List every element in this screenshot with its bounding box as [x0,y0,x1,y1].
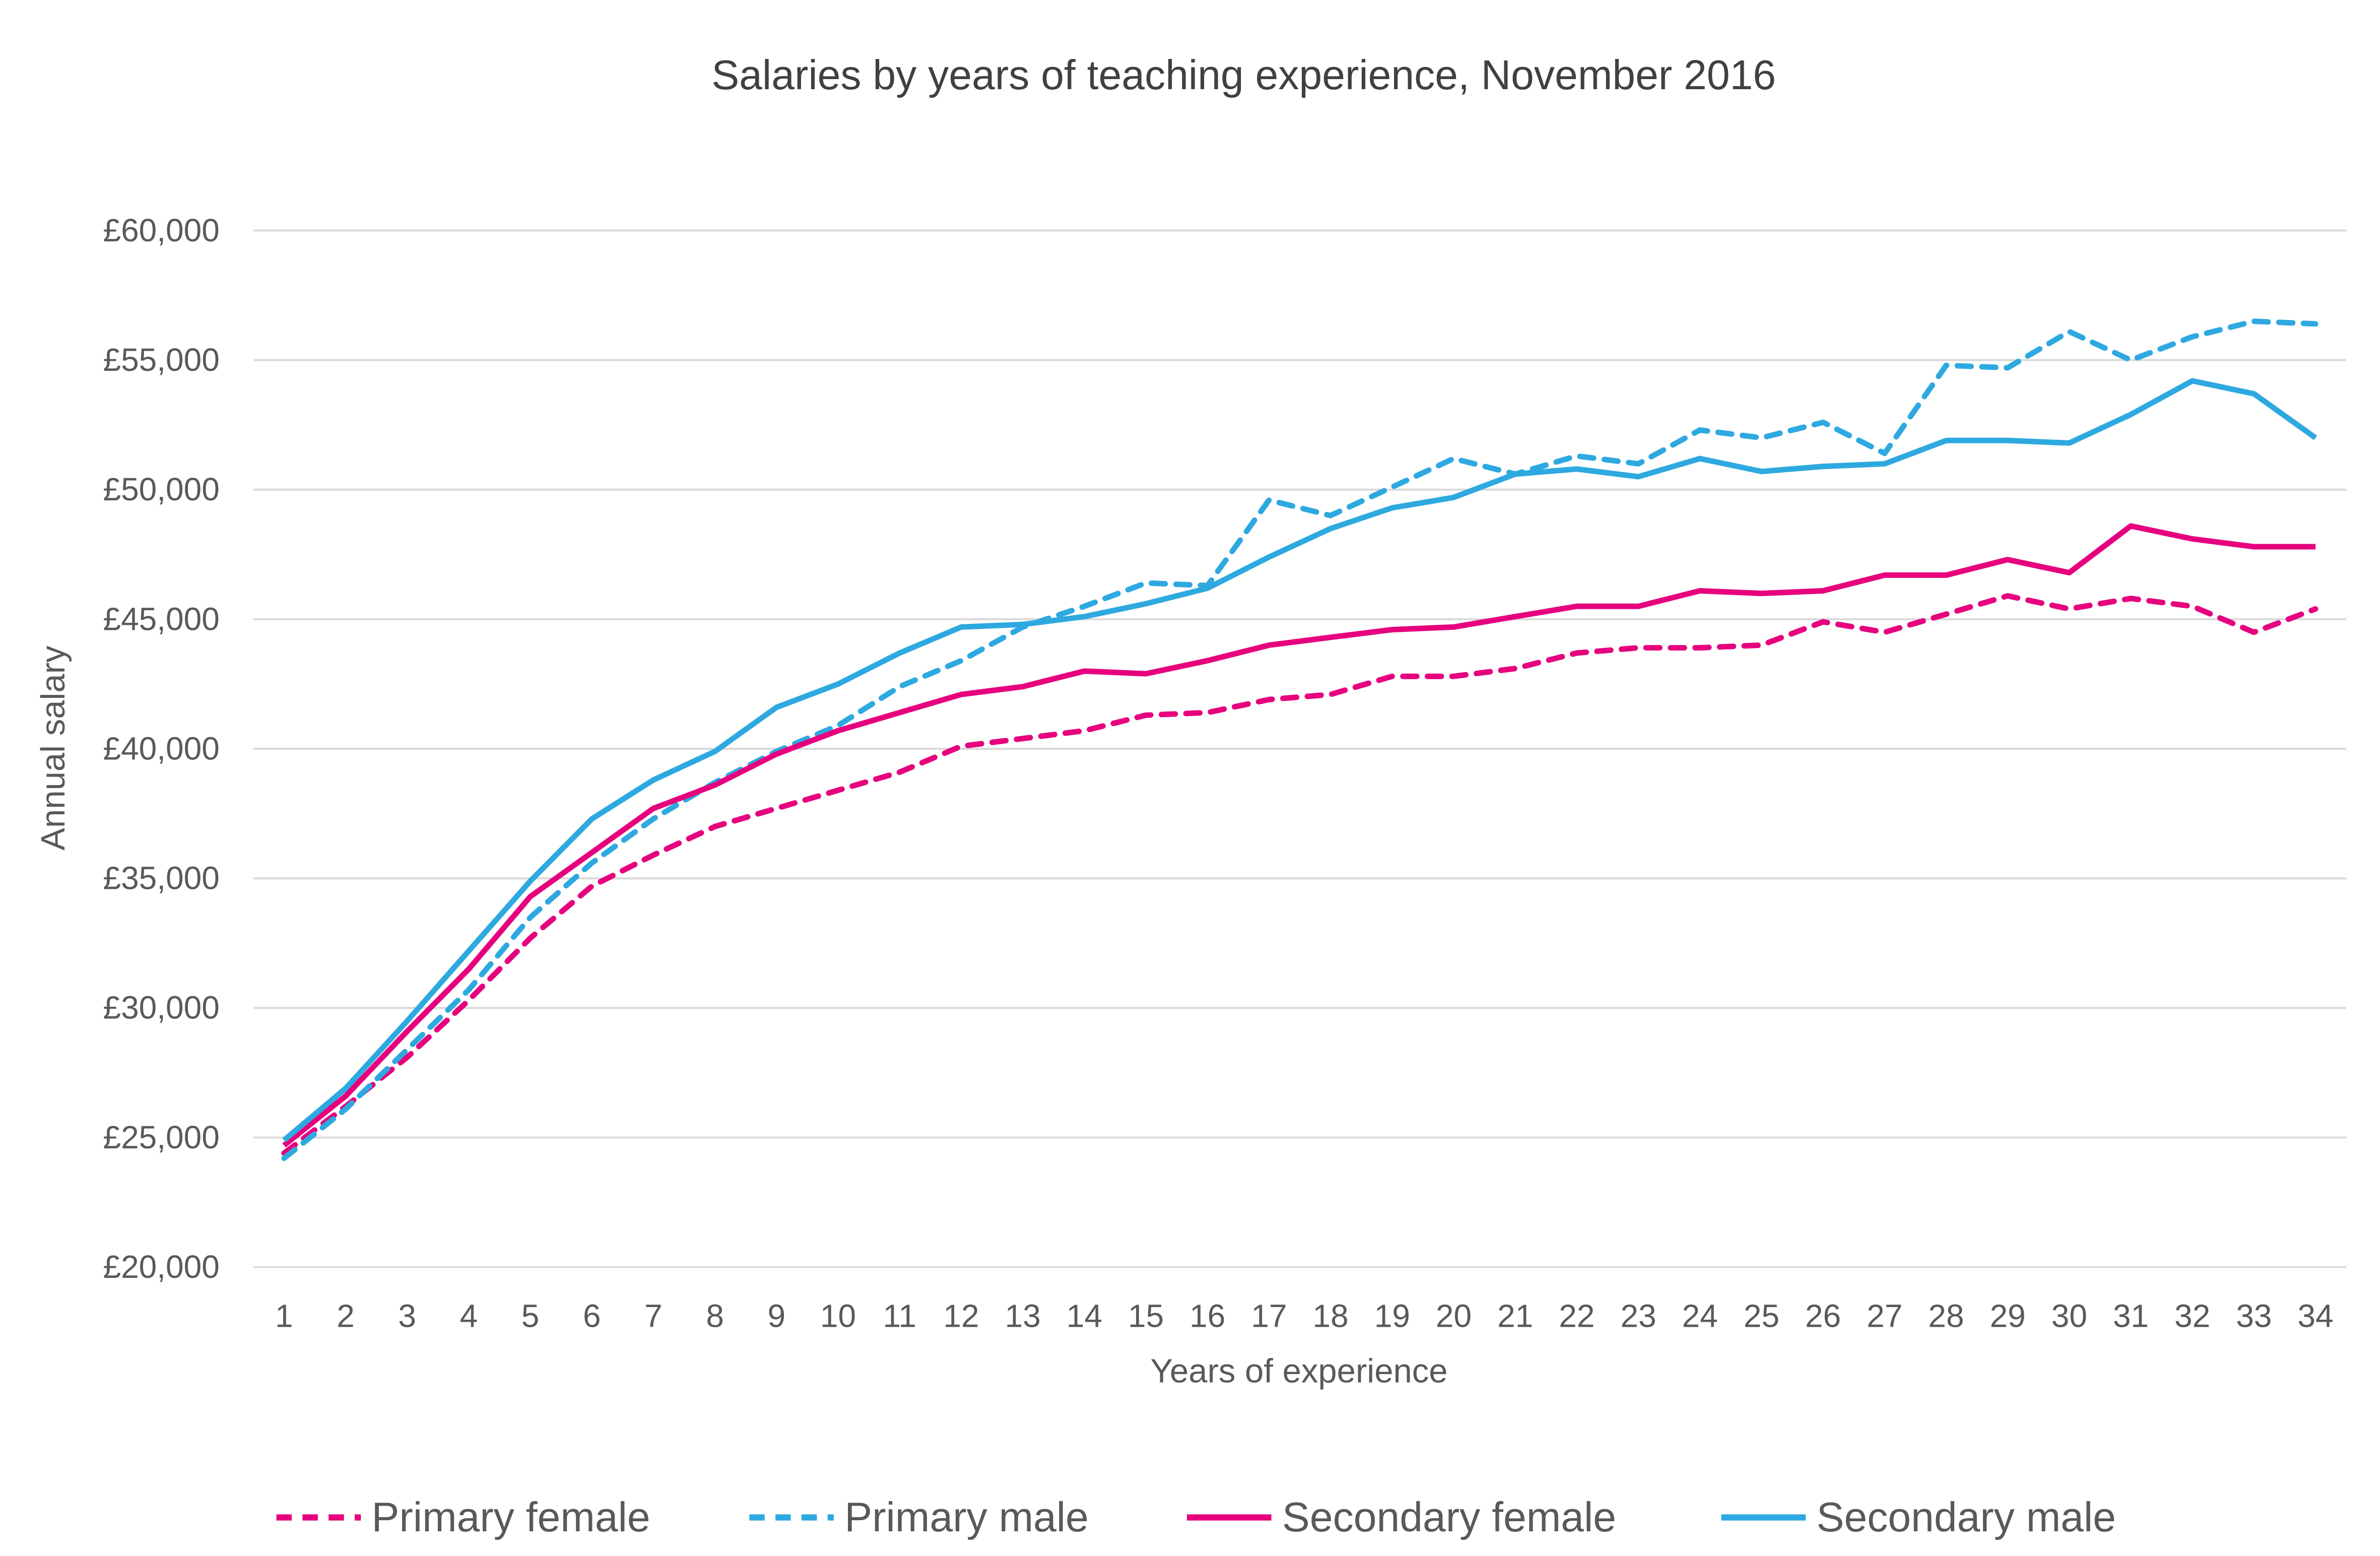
x-tick-label: 18 [1312,1298,1348,1334]
x-tick-label: 21 [1497,1298,1533,1334]
x-tick-label: 13 [1005,1298,1040,1334]
x-tick-label: 32 [2174,1298,2210,1334]
y-tick-label: £20,000 [103,1249,219,1285]
x-tick-label: 22 [1559,1298,1595,1334]
y-axis-label: Annual salary [34,645,72,851]
y-tick-label: £60,000 [103,212,219,248]
x-tick-label: 15 [1128,1298,1164,1334]
x-tick-label: 10 [820,1298,856,1334]
x-tick-label: 11 [883,1298,916,1334]
x-tick-label: 34 [2297,1298,2333,1334]
y-tick-label: £30,000 [103,990,219,1026]
legend-item: Secondary female [1186,1495,1616,1540]
x-tick-label: 26 [1805,1298,1841,1334]
legend-item: Primary male [749,1495,1089,1540]
x-tick-label: 7 [644,1298,663,1334]
gridlines [253,229,2346,1268]
x-tick-label: 29 [1990,1298,2025,1334]
series-line-secondary-male [282,378,2318,1142]
legend-item: Primary female [276,1495,650,1540]
series-line-secondary-female [282,523,2316,1148]
series-line-primary-male [281,318,2319,1161]
chart-title: Salaries by years of teaching experience… [711,52,1776,98]
y-tick-label: £25,000 [103,1119,219,1155]
y-tick-label: £35,000 [103,860,219,896]
x-tick-label: 4 [460,1298,478,1334]
x-axis-ticks: 1 2 3 4 5 6 7 8 9 10 11 12 13 14 15 16 17 18 19 20 21 22 23 24 2… [275,1298,2334,1334]
x-tick-label: 3 [398,1298,416,1334]
y-tick-label: £55,000 [103,342,219,378]
x-tick-label: 1 [275,1298,293,1334]
y-tick-label: £40,000 [103,730,219,766]
x-tick-label: 14 [1067,1298,1102,1334]
x-tick-label: 25 [1744,1298,1779,1334]
x-tick-label: 20 [1436,1298,1472,1334]
legend-item: Secondary male [1721,1495,2116,1540]
x-tick-label: 31 [2113,1298,2149,1334]
legend-label: Primary male [844,1495,1089,1540]
legend: Primary female Primary male Secondary fema… [276,1495,2116,1540]
x-tick-label: 19 [1374,1298,1410,1334]
x-tick-label: 12 [943,1298,979,1334]
y-tick-label: £50,000 [103,471,219,507]
series-lines [281,318,2319,1161]
x-tick-label: 16 [1189,1298,1225,1334]
x-tick-label: 2 [337,1298,355,1334]
legend-label: Secondary female [1282,1495,1616,1540]
legend-label: Secondary male [1816,1495,2115,1540]
x-tick-label: 27 [1867,1298,1902,1334]
x-tick-label: 30 [2052,1298,2087,1334]
x-tick-label: 8 [706,1298,724,1334]
x-tick-label: 28 [1928,1298,1964,1334]
x-tick-label: 23 [1620,1298,1656,1334]
x-axis-label: Years of experience [1150,1352,1447,1390]
x-tick-label: 5 [521,1298,540,1334]
x-tick-label: 24 [1682,1298,1718,1334]
legend-label: Primary female [372,1495,650,1540]
y-axis-ticks: £20,000 £25,000 £30,000 £35,000 £40,000 £45,0… [103,212,219,1285]
y-tick-label: £45,000 [103,601,219,637]
x-tick-label: 17 [1251,1298,1287,1334]
x-tick-label: 6 [583,1298,601,1334]
x-tick-label: 9 [768,1298,786,1334]
series-line-primary-female [281,593,2319,1156]
x-tick-label: 33 [2236,1298,2272,1334]
